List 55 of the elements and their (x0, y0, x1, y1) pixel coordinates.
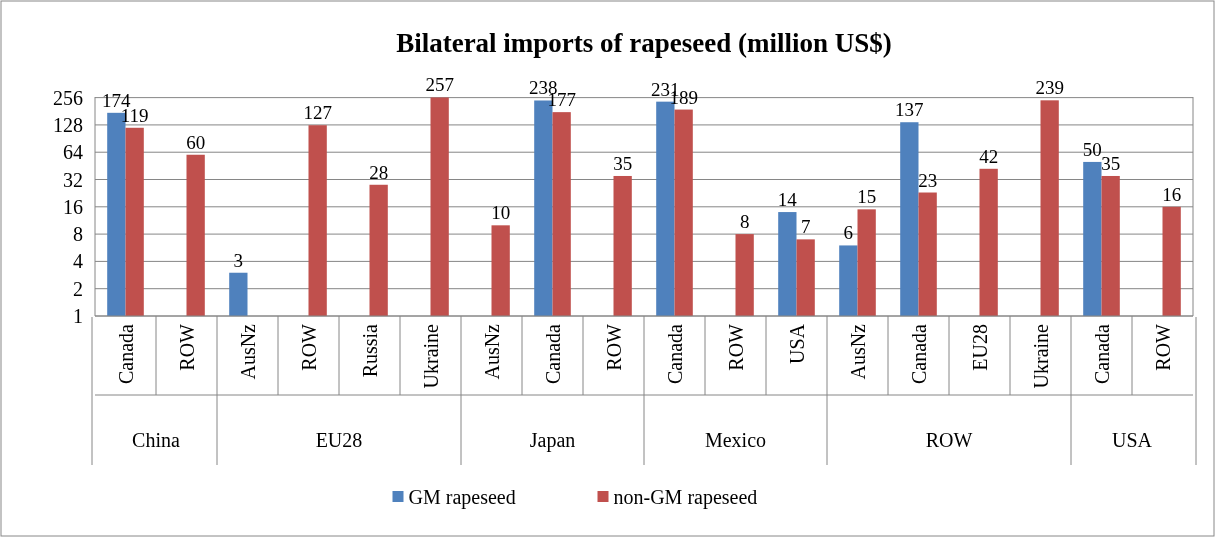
x-tick-label: Canada (1090, 323, 1113, 384)
data-label: 127 (303, 102, 332, 124)
y-tick-label: 2 (73, 277, 83, 300)
x-tick-label: AusNz (236, 323, 259, 380)
data-label: 60 (186, 131, 206, 153)
data-label: 3 (233, 249, 244, 271)
text: EU28 (315, 429, 363, 451)
y-tick-label: 1 (73, 305, 83, 327)
x-tick-label: Canada (663, 323, 686, 384)
data-label: 35 (613, 152, 633, 174)
x-tick-label: AusNz (480, 323, 503, 380)
text: ROW (925, 429, 973, 451)
data-label: 257 (425, 74, 454, 96)
x-tick-label: Canada (114, 323, 137, 384)
y-tick-label: 256 (53, 86, 83, 109)
data-label: 7 (800, 216, 811, 238)
data-label: 239 (1035, 77, 1064, 99)
data-label: 35 (1101, 152, 1121, 174)
y-tick-label: 128 (53, 113, 83, 136)
legend-label: GM rapeseed (408, 486, 516, 509)
legend-label: non-GM rapeseed (613, 486, 758, 509)
data-label: 137 (895, 99, 924, 121)
data-label: 6 (843, 222, 854, 244)
data-label: 42 (979, 145, 999, 167)
data-label: 10 (491, 202, 511, 224)
text: China (132, 429, 181, 451)
data-label: 8 (739, 211, 750, 233)
data-label: 14 (777, 189, 798, 211)
x-tick-label: Russia (358, 323, 381, 378)
x-tick-label: ROW (175, 323, 198, 371)
y-tick-label: 64 (63, 141, 83, 164)
x-tick-label: ROW (297, 323, 320, 371)
x-tick-label: AusNz (846, 323, 869, 380)
x-tick-label: Ukraine (419, 323, 442, 389)
x-tick-label: ROW (602, 323, 625, 371)
x-tick-label: USA (785, 323, 808, 365)
data-label: 16 (1162, 183, 1182, 205)
data-label: 28 (369, 161, 389, 183)
y-tick-label: 8 (73, 223, 83, 246)
chart-title: Bilateral imports of rapeseed (million US$) (396, 28, 892, 58)
x-tick-label: ROW (724, 323, 747, 371)
x-tick-label: Ukraine (1029, 323, 1052, 389)
x-tick-label: Canada (541, 323, 564, 384)
data-label: 23 (918, 169, 938, 191)
y-tick-label: 32 (63, 168, 83, 191)
data-label: 50 (1082, 138, 1102, 160)
y-tick-label: 4 (73, 250, 83, 273)
x-tick-label: EU28 (968, 324, 991, 371)
text: Japan (529, 429, 576, 452)
text: USA (1111, 429, 1153, 451)
y-tick-label: 16 (63, 195, 83, 218)
text: Mexico (704, 429, 767, 451)
x-tick-label: Canada (907, 323, 930, 384)
data-label: 15 (857, 186, 877, 208)
x-tick-label: ROW (1151, 323, 1174, 371)
